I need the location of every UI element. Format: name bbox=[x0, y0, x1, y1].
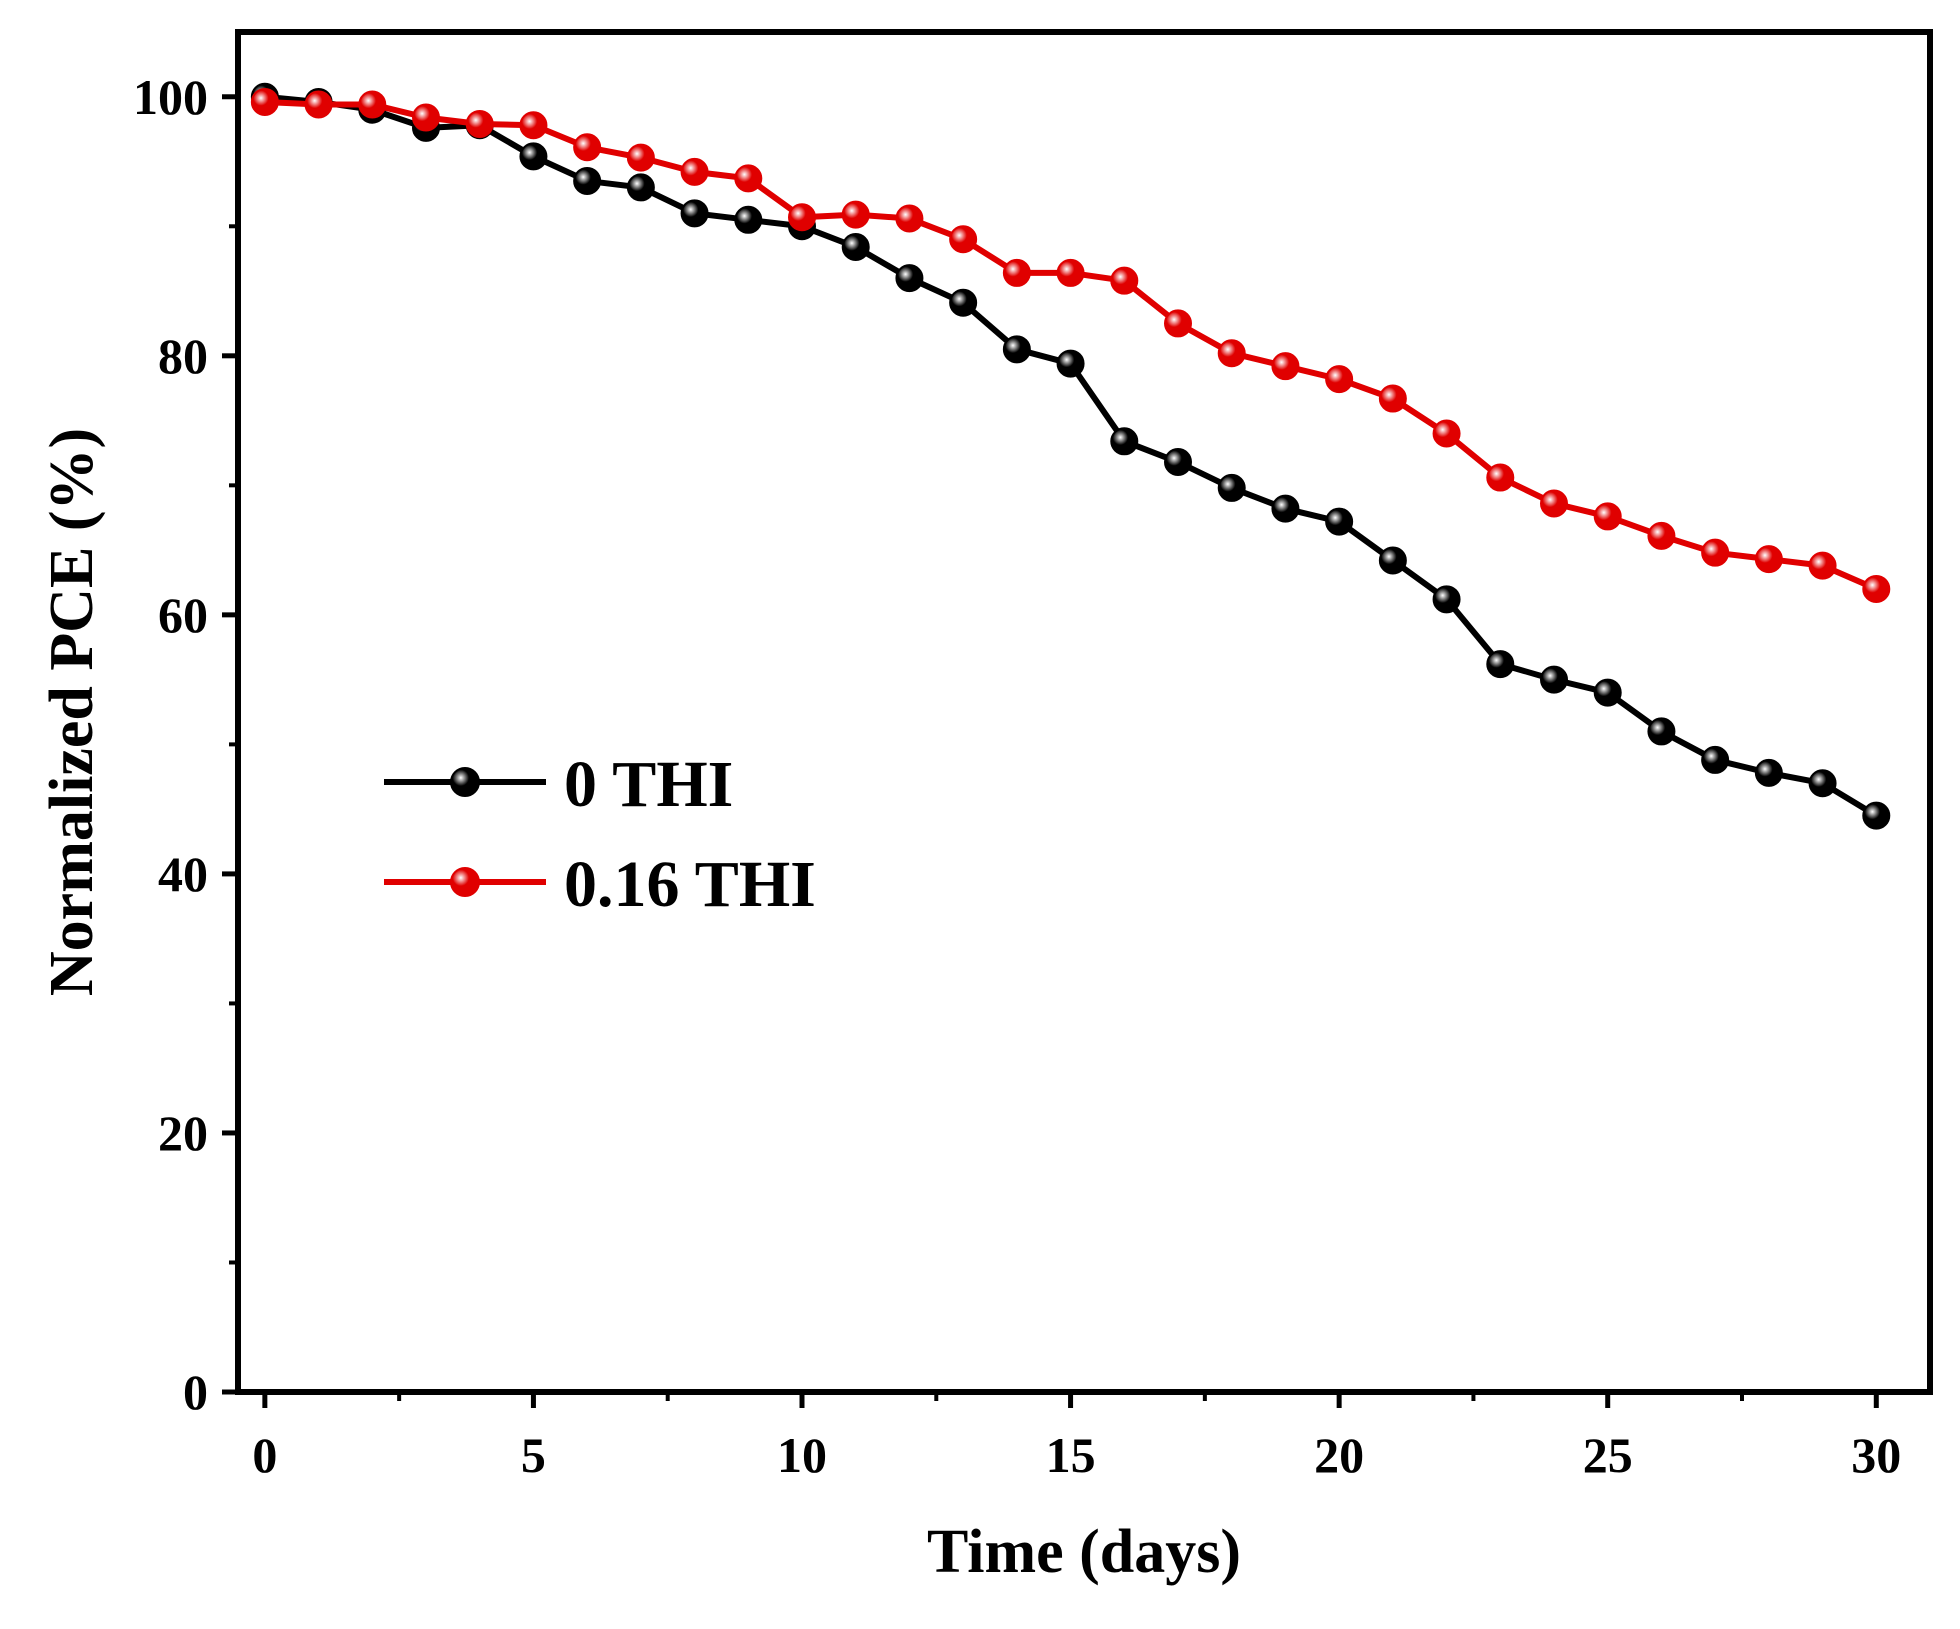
data-point bbox=[680, 157, 709, 186]
x-tick-label: 5 bbox=[521, 1427, 546, 1483]
data-point bbox=[1754, 758, 1783, 787]
y-axis-title: Normalized PCE (%) bbox=[38, 428, 106, 996]
y-tick-label: 60 bbox=[158, 587, 208, 643]
data-point bbox=[1271, 494, 1300, 523]
data-point bbox=[1164, 309, 1192, 338]
data-point bbox=[1540, 665, 1568, 694]
x-tick-label: 15 bbox=[1046, 1427, 1096, 1483]
data-point bbox=[573, 166, 602, 195]
x-axis-title: Time (days) bbox=[927, 1518, 1241, 1586]
legend-marker bbox=[450, 767, 480, 797]
y-tick-label: 20 bbox=[158, 1105, 208, 1161]
data-point bbox=[465, 109, 494, 138]
y-tick-label: 0 bbox=[183, 1364, 208, 1420]
data-point bbox=[626, 173, 655, 202]
data-point bbox=[1593, 502, 1622, 531]
data-point bbox=[573, 133, 602, 162]
data-point bbox=[626, 143, 655, 172]
data-point bbox=[895, 264, 924, 293]
data-point bbox=[949, 225, 978, 254]
data-point bbox=[1593, 678, 1622, 707]
data-point bbox=[895, 204, 924, 233]
data-point bbox=[519, 111, 548, 140]
data-point bbox=[949, 288, 978, 317]
data-point bbox=[1110, 266, 1139, 295]
data-point bbox=[1486, 463, 1515, 492]
series-layer bbox=[250, 82, 1891, 830]
data-point bbox=[1808, 769, 1837, 798]
data-point bbox=[1002, 335, 1031, 364]
data-point bbox=[1271, 352, 1300, 381]
data-point bbox=[1056, 349, 1085, 378]
legend-label: 0.16 THI bbox=[564, 848, 816, 921]
data-point bbox=[1486, 650, 1515, 679]
data-point bbox=[1701, 745, 1730, 774]
data-point bbox=[1647, 521, 1676, 550]
data-point bbox=[1378, 546, 1407, 575]
series-line-0 bbox=[264, 93, 1878, 819]
series-line-1 bbox=[264, 98, 1878, 592]
data-point bbox=[1325, 507, 1354, 536]
data-point bbox=[734, 164, 763, 193]
x-tick-label: 10 bbox=[777, 1427, 827, 1483]
x-tick-label: 25 bbox=[1583, 1427, 1633, 1483]
data-point bbox=[1002, 258, 1031, 287]
data-point bbox=[1647, 717, 1676, 746]
data-point bbox=[788, 203, 816, 232]
data-point bbox=[1540, 489, 1568, 518]
legend: 0 THI 0.16 THI bbox=[384, 748, 816, 921]
data-point bbox=[250, 87, 279, 116]
y-tick-label: 100 bbox=[133, 69, 208, 125]
data-point bbox=[1432, 585, 1461, 614]
x-tick-label: 30 bbox=[1851, 1427, 1901, 1483]
data-point bbox=[1217, 339, 1246, 368]
data-point bbox=[1217, 473, 1246, 502]
data-point bbox=[304, 90, 333, 119]
data-point bbox=[1862, 574, 1891, 603]
x-tick-label: 0 bbox=[252, 1427, 277, 1483]
x-tick-label: 20 bbox=[1314, 1427, 1364, 1483]
data-point bbox=[841, 200, 870, 229]
data-point bbox=[680, 199, 709, 228]
data-point bbox=[1325, 365, 1354, 394]
data-point bbox=[1754, 545, 1783, 574]
plot-frame bbox=[235, 29, 1933, 1395]
y-tick-label: 80 bbox=[158, 328, 208, 384]
data-point bbox=[1164, 448, 1192, 477]
y-tick-label: 40 bbox=[158, 846, 208, 902]
axes: 0 5 10 15 20 25 30 0 20 40 60 80 100 bbox=[133, 69, 1901, 1483]
data-point bbox=[519, 142, 548, 171]
legend-label: 0 THI bbox=[564, 748, 733, 821]
data-point bbox=[1701, 538, 1730, 567]
data-point bbox=[1432, 419, 1461, 448]
legend-marker bbox=[450, 867, 480, 897]
data-point bbox=[841, 233, 870, 262]
data-point bbox=[412, 103, 440, 132]
data-point bbox=[1808, 551, 1837, 580]
data-point bbox=[1378, 384, 1407, 413]
data-point bbox=[1110, 427, 1139, 456]
data-point bbox=[358, 90, 387, 119]
data-point bbox=[734, 205, 763, 234]
data-point bbox=[1862, 801, 1891, 830]
data-point bbox=[1056, 258, 1085, 287]
